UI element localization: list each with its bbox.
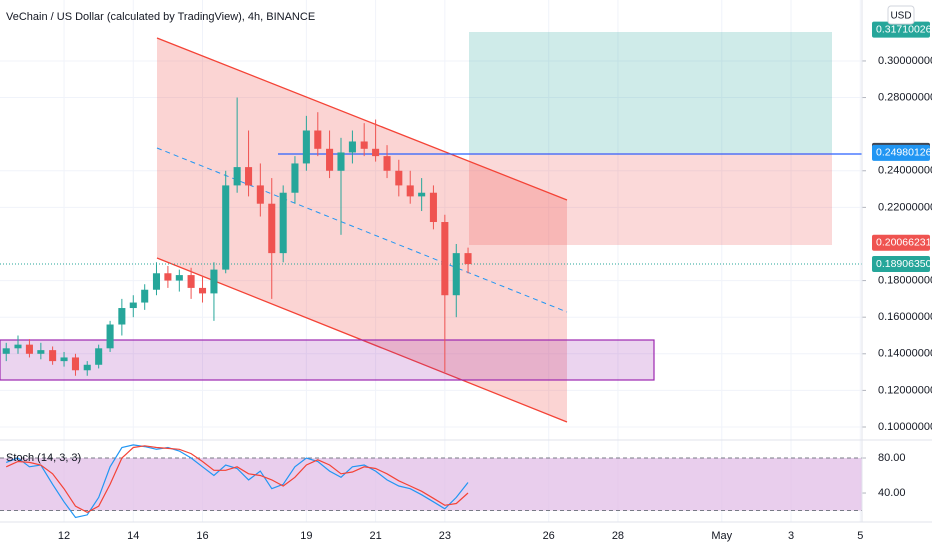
x-tick-label: 23 xyxy=(439,530,451,542)
candle-body xyxy=(233,167,241,186)
chart-title: VeChain / US Dollar (calculated by Tradi… xyxy=(6,11,315,23)
candle-body xyxy=(256,185,264,204)
candle-body xyxy=(175,275,183,281)
y-tick-label: 0.24000000 xyxy=(878,165,932,177)
candle-body xyxy=(360,141,368,149)
price-label: 0.20066231 xyxy=(876,237,932,249)
candle-body xyxy=(198,287,207,294)
candle-body xyxy=(291,163,299,193)
stoch-pane xyxy=(0,444,862,519)
candle-body xyxy=(245,167,253,186)
candle-body xyxy=(106,324,114,349)
price-label-box xyxy=(872,21,930,38)
candle-body xyxy=(326,148,334,171)
x-tick-label: 5 xyxy=(857,530,863,542)
candle-body xyxy=(129,302,137,309)
x-tick-label: 28 xyxy=(612,530,624,542)
x-tick-label: 21 xyxy=(369,530,381,542)
y-tick-label: 40.00 xyxy=(878,487,906,499)
stoch-line xyxy=(5,444,469,519)
x-tick-label: 16 xyxy=(196,530,208,542)
candle-body xyxy=(337,152,345,171)
candle-body xyxy=(187,275,195,288)
stoch-band xyxy=(0,458,862,511)
candle-body xyxy=(141,289,149,303)
channel-top xyxy=(156,37,568,201)
price-label: 0.24980126 xyxy=(876,147,932,159)
x-tick-label: 12 xyxy=(58,530,70,542)
x-tick-label: 3 xyxy=(788,530,794,542)
candle-body xyxy=(348,141,356,153)
candle-body xyxy=(222,185,230,270)
stoch-title: Stoch (14, 3, 3) xyxy=(6,452,81,464)
candle-body xyxy=(406,185,414,197)
y-tick-label: 0.30000000 xyxy=(878,55,932,67)
candle-body xyxy=(452,253,460,296)
y-tick-label: 0.14000000 xyxy=(878,348,932,360)
x-tick-label: May xyxy=(711,530,732,542)
candle-body xyxy=(95,348,103,365)
x-tick-label: 26 xyxy=(543,530,555,542)
y-tick-label: 0.18000000 xyxy=(878,274,932,286)
profit-zone xyxy=(469,32,832,153)
currency-label: USD xyxy=(890,11,911,22)
candle-body xyxy=(49,350,57,362)
candle-body xyxy=(60,357,68,362)
candle-body xyxy=(268,203,276,254)
candle-body xyxy=(372,148,380,157)
candle-body xyxy=(418,192,426,197)
x-tick-label: 14 xyxy=(127,530,139,542)
price-label: 0.31710026 xyxy=(876,23,932,35)
x-tick-label: 19 xyxy=(300,530,312,542)
candle-body xyxy=(118,308,126,325)
candle-body xyxy=(464,253,472,265)
y-tick-label: 0.16000000 xyxy=(878,311,932,323)
candle-body xyxy=(441,222,449,296)
main-pane xyxy=(0,97,862,376)
axes: 12 14 16 19 21 23 26 28 May 3 5 0.10000000 0.1200000… xyxy=(58,21,932,542)
candle-body xyxy=(71,357,79,371)
y-tick-label: 0.28000000 xyxy=(878,91,932,103)
candle-body xyxy=(210,269,218,294)
price-label-box xyxy=(872,144,930,161)
y-tick-label: 0.10000000 xyxy=(878,421,932,433)
candle-body xyxy=(164,273,172,281)
candle-body xyxy=(383,156,391,171)
candle-body xyxy=(302,130,310,164)
currency-button[interactable] xyxy=(887,5,915,25)
candle-body xyxy=(279,192,287,254)
candle-body xyxy=(37,350,45,354)
candle-body xyxy=(83,364,91,371)
y-tick-label: 0.22000000 xyxy=(878,201,932,213)
price-label-box xyxy=(872,255,930,272)
candle-body xyxy=(395,170,403,186)
y-tick-label: 0.12000000 xyxy=(878,384,932,396)
y-tick-label: 80.00 xyxy=(878,452,906,464)
candle-body xyxy=(429,192,437,223)
candle-body xyxy=(14,344,22,349)
candle-body xyxy=(314,130,322,149)
candle-body xyxy=(2,348,10,354)
stoch-line xyxy=(5,445,469,513)
candle-body xyxy=(152,273,161,290)
loss-zone xyxy=(469,153,832,245)
price-label: 0.18906350 xyxy=(876,258,932,270)
price-label-box xyxy=(872,234,930,251)
candle-body xyxy=(25,344,33,354)
